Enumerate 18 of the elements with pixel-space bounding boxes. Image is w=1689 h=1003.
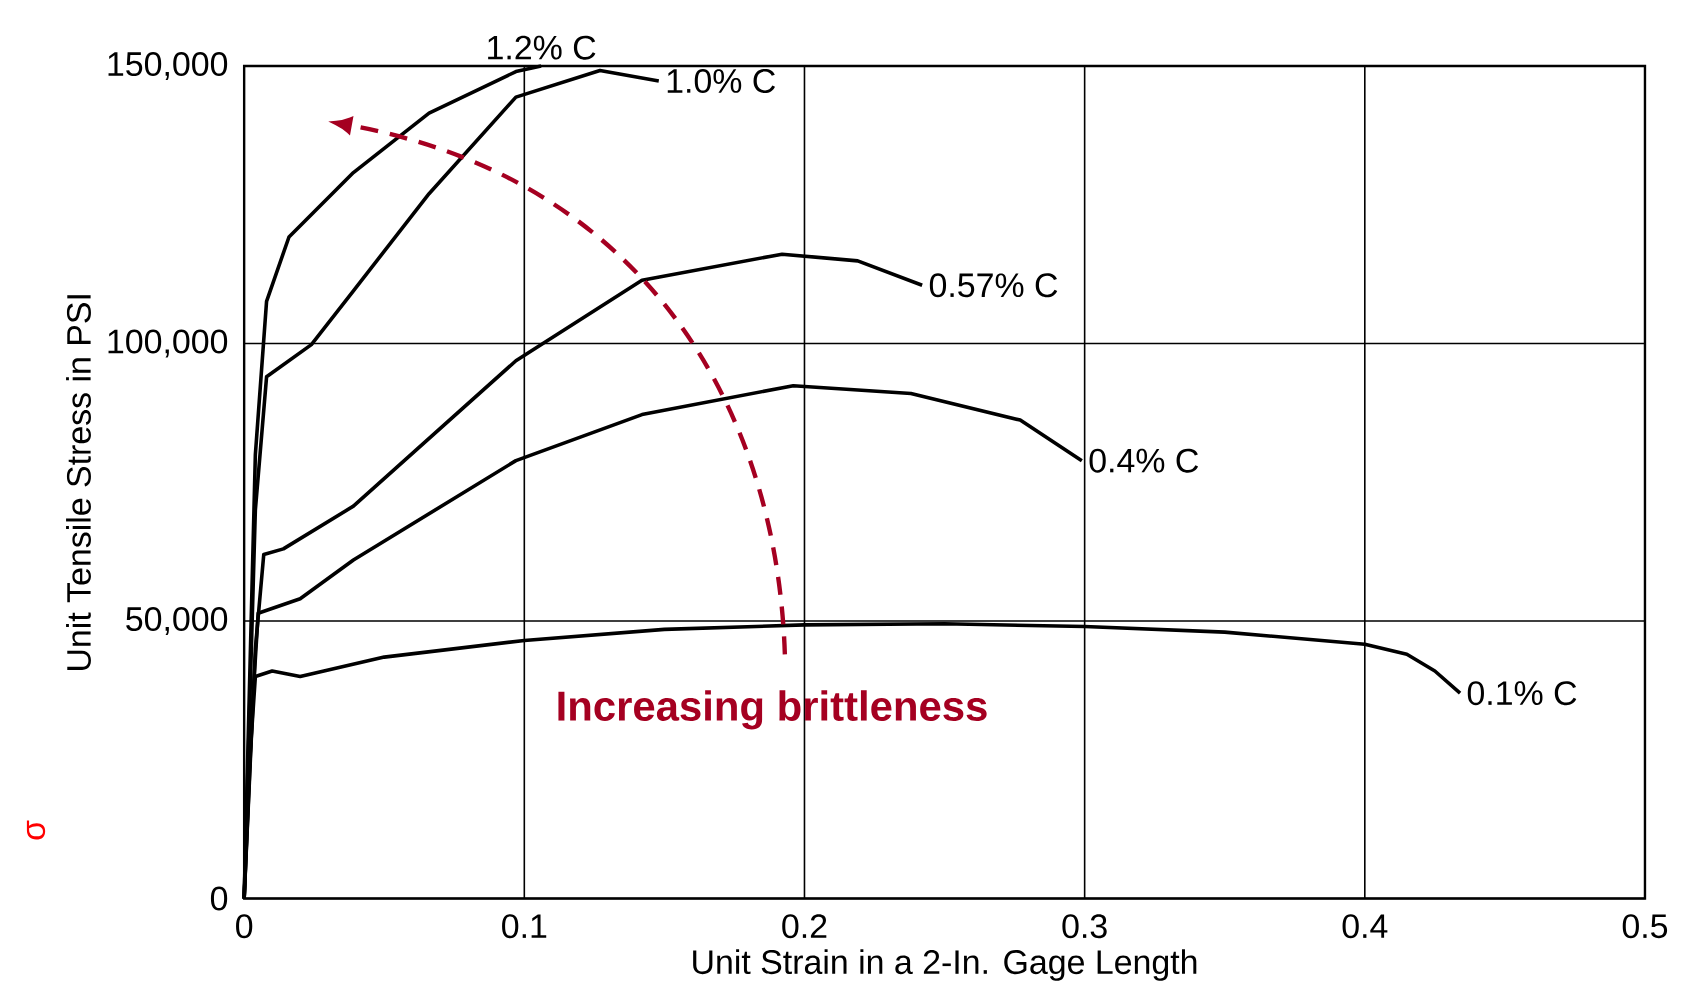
x-tick-label: 0.4 <box>1342 914 1388 939</box>
x-tick-label: 0.5 <box>1622 914 1668 939</box>
series-label: 0.4% C <box>1089 448 1199 473</box>
series-label: 1.2% C <box>488 35 596 60</box>
y-tick-label: 150,000 <box>108 52 228 81</box>
x-tick-label: 0.3 <box>1062 914 1107 939</box>
x-tick-label: 0 <box>236 914 253 939</box>
y-tick-label: 0 <box>210 886 228 911</box>
x-tick-label: 0.2 <box>782 914 827 939</box>
y-tick-label: 100,000 <box>108 329 228 358</box>
series-label: 0.1% C <box>1467 681 1577 706</box>
series-label: 1.0% C <box>667 69 775 94</box>
text: σ <box>26 820 46 840</box>
x-tick-label: 0.1 <box>502 914 547 939</box>
x-axis-title: Unit Strain in a 2-In. Gage Length <box>693 949 1197 982</box>
y-axis-title: Unit Tensile Stress in PSI <box>66 295 91 671</box>
y-tick-label: 50,000 <box>126 607 228 636</box>
series-label: 0.57% C <box>929 273 1058 298</box>
